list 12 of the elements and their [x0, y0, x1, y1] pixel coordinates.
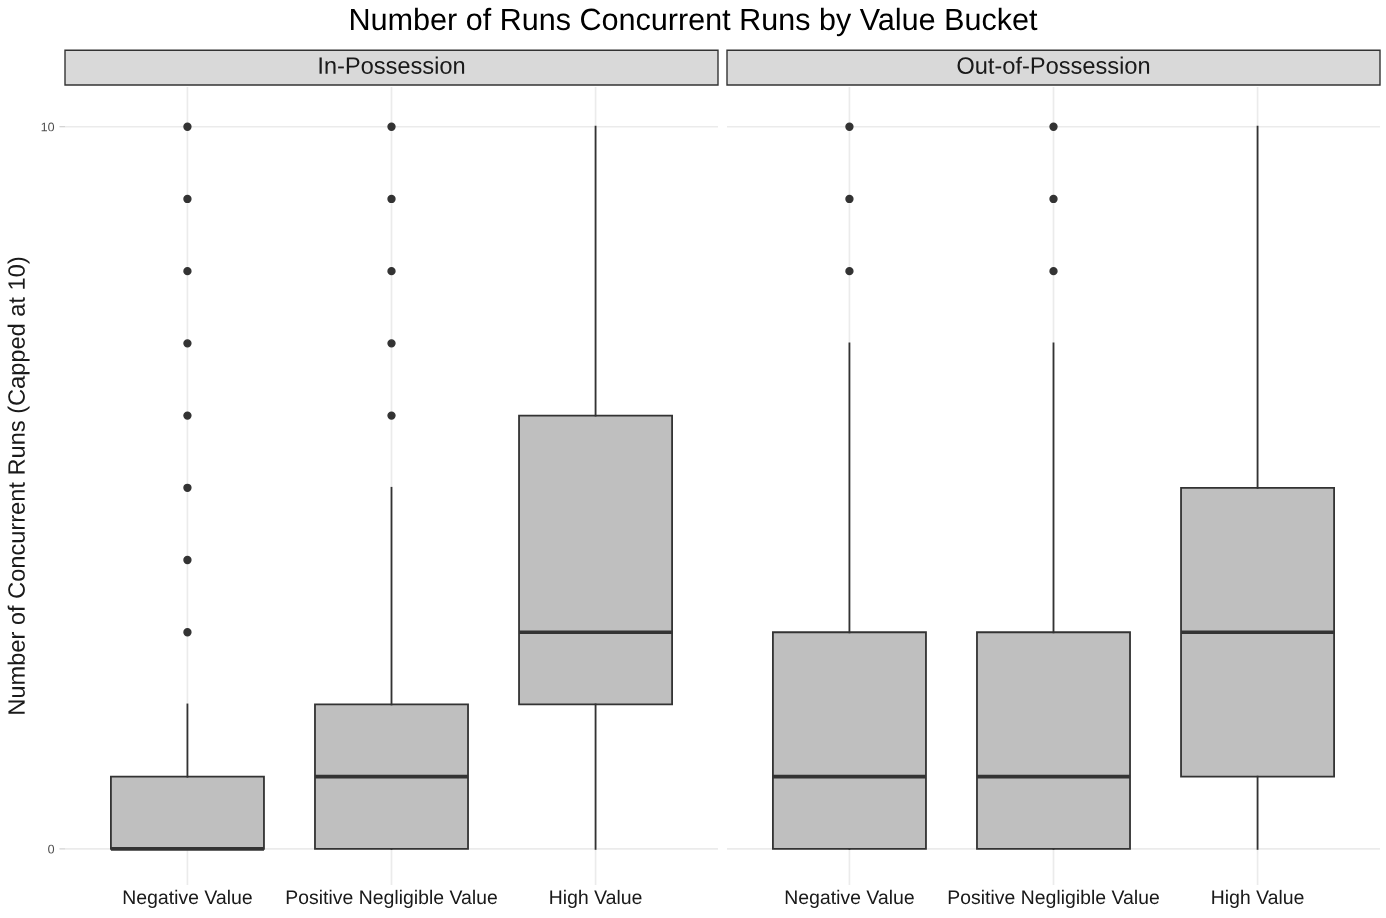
x-tick-label: High Value — [1212, 889, 1304, 908]
x-tick-label: High Value — [550, 889, 642, 908]
x-tick-label: Negative Value — [123, 889, 252, 908]
y-tick-label: 10 — [41, 122, 55, 132]
y-tick-label: 0 — [48, 844, 55, 854]
chart-subtitle: In-Possession — [319, 56, 465, 74]
chart-subtitle: Out-of-Possession — [957, 56, 1150, 74]
x-tick-label: Negative Value — [785, 889, 914, 908]
x-tick-label: Positive Negligible Value — [948, 889, 1159, 908]
y-axis-title: Number of Concurrent Runs (Capped at 10) — [7, 257, 30, 714]
x-tick-label: Positive Negligible Value — [286, 889, 497, 908]
chart-title: Number of Runs Concurrent Runs by Value Bucket — [351, 7, 1038, 37]
